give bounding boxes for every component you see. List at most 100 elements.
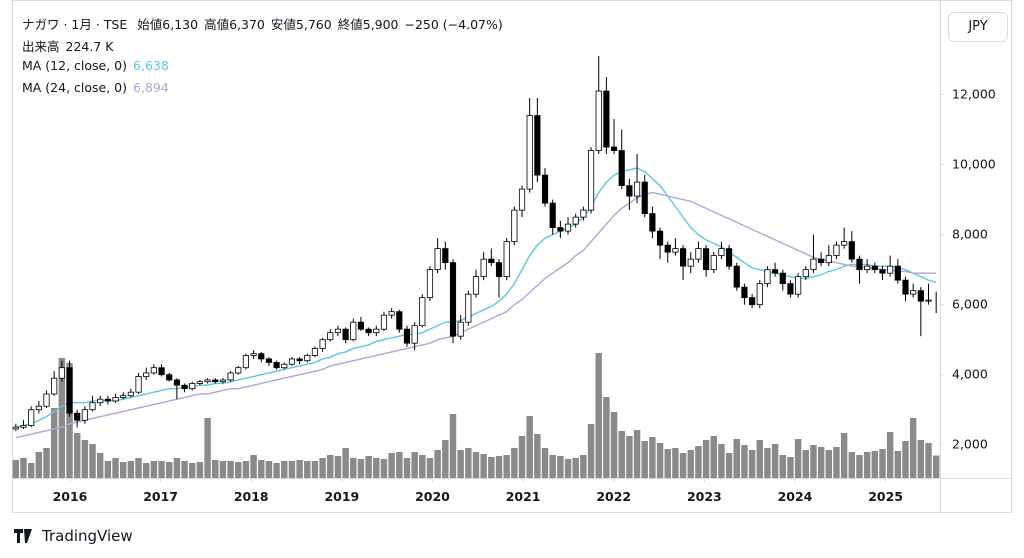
candle-body <box>127 391 134 397</box>
chart-frame <box>12 0 1012 513</box>
volume-bar <box>212 460 219 478</box>
volume-bar <box>848 452 856 478</box>
volume-bar <box>794 439 802 478</box>
candle-body <box>656 230 664 246</box>
candle-body <box>28 409 35 426</box>
candle-body <box>204 379 211 383</box>
volume-bar <box>66 363 73 478</box>
volume-label: 出来高 <box>22 39 60 54</box>
volume-bar <box>20 458 27 478</box>
ohlc-item: 高値6,370 <box>204 17 265 32</box>
volume-bar <box>327 455 334 478</box>
volume-bar <box>610 412 618 478</box>
volume-bar <box>158 461 165 478</box>
candle-body <box>833 244 840 257</box>
candle-body <box>480 258 487 278</box>
candle-body <box>380 314 388 330</box>
candle-body <box>457 321 464 337</box>
volume-bar <box>495 456 503 478</box>
volume-bar <box>357 459 365 478</box>
volume-bar <box>334 456 342 478</box>
volume-bar <box>932 455 940 478</box>
volume-bar <box>702 440 710 478</box>
volume-bar <box>641 441 648 478</box>
candle-body <box>58 367 65 379</box>
volume-bar <box>396 452 403 478</box>
x-tick-label: 2021 <box>506 489 541 504</box>
ohlc-value: 6,130 <box>162 17 199 32</box>
volume-bar <box>127 461 135 478</box>
volume-bar <box>373 458 380 478</box>
candle-body <box>810 258 817 271</box>
volume-bar <box>350 458 357 478</box>
candle-body <box>449 262 457 337</box>
candle-body <box>158 367 165 376</box>
candle-body <box>12 426 19 430</box>
candle-body <box>894 265 901 281</box>
volume-bar <box>894 451 902 478</box>
candle-body <box>120 395 127 398</box>
y-tick-label: 2,000 <box>952 437 988 452</box>
candle-body <box>273 362 280 369</box>
volume-bar <box>273 463 280 478</box>
ohlc-change: −250 (−4.07%) <box>404 17 503 32</box>
volume-bar <box>902 441 909 478</box>
candle-body <box>503 241 510 278</box>
candle-body <box>258 353 265 360</box>
candle-body <box>74 412 81 421</box>
candle-body <box>518 188 526 211</box>
volume-bar <box>771 444 779 478</box>
candle-body <box>426 269 434 299</box>
x-tick-label: 2019 <box>324 489 359 504</box>
volume-bar <box>258 460 265 478</box>
candle-body <box>641 181 648 215</box>
volume-bar <box>595 353 602 478</box>
volume-bar <box>549 455 556 478</box>
candle-body <box>112 397 119 402</box>
volume-bar <box>104 461 112 478</box>
volume-bar <box>840 433 848 478</box>
candle-body <box>135 376 142 393</box>
candle-body <box>434 248 441 271</box>
volume-bar <box>81 440 89 478</box>
x-tick-label: 2016 <box>53 489 88 504</box>
candle-body <box>871 265 878 271</box>
candle-body <box>319 339 326 349</box>
volume-bar <box>756 440 763 478</box>
candle-body <box>864 265 871 271</box>
volume-bar <box>695 446 702 478</box>
candle-body <box>802 269 809 278</box>
volume-bar <box>779 455 786 478</box>
volume-bar <box>618 431 625 478</box>
candle-body <box>910 290 917 295</box>
volume-bar <box>173 458 181 478</box>
volume-bar <box>488 457 495 478</box>
ma-value: 6,894 <box>133 80 169 95</box>
candle-body <box>442 248 449 264</box>
candle-body <box>465 293 472 323</box>
candle-body <box>196 381 203 384</box>
volume-bar <box>419 455 426 478</box>
volume-bar <box>856 455 863 478</box>
volume-bar <box>480 454 487 478</box>
brand-name: TradingView <box>42 527 133 545</box>
volume-bar <box>664 449 671 478</box>
volume-bar <box>656 443 664 478</box>
volume-bar <box>296 460 303 478</box>
volume-value: 224.7 K <box>65 39 114 54</box>
brand-logo <box>14 529 32 543</box>
volume-bar <box>748 450 756 478</box>
currency-button[interactable]: JPY <box>948 12 1008 42</box>
volume-bar <box>150 461 158 478</box>
ohlc-legend: ナガワ · 1月 · TSE 始値6,130 高値6,370 安値5,760 終値5,… <box>22 14 509 33</box>
volume-bar <box>89 444 96 478</box>
volume-bar <box>557 456 564 478</box>
volume-bar <box>587 424 595 478</box>
candle-body <box>664 244 671 253</box>
x-tick-label: 2025 <box>868 489 903 504</box>
candle-body <box>779 272 786 285</box>
ohlc-label: 始値 <box>137 17 163 32</box>
candle-body <box>411 325 418 344</box>
candle-body <box>718 248 725 257</box>
